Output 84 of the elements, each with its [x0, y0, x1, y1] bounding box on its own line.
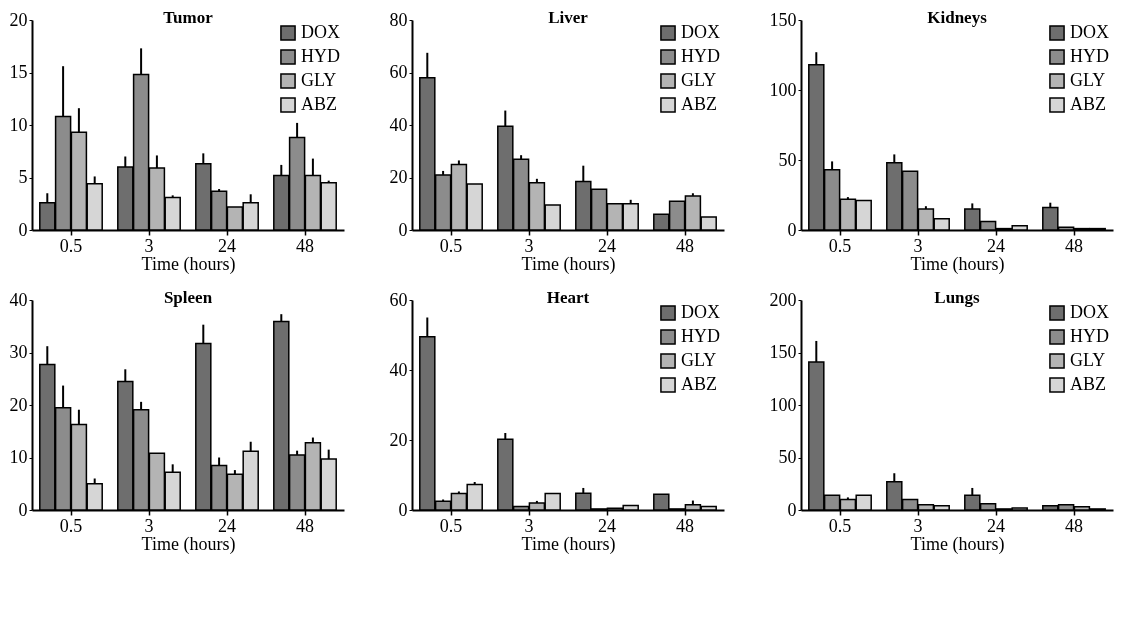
- y-tick-label: 0: [18, 499, 28, 520]
- chart-title: Kidneys: [927, 8, 988, 27]
- legend-label: HYD: [1070, 326, 1109, 346]
- x-axis-title: Time (hours): [521, 253, 616, 275]
- x-tick-label: 24: [598, 515, 616, 536]
- y-tick-label: 10: [9, 114, 28, 135]
- x-axis-title: Time (hours): [521, 533, 616, 555]
- y-tick-label: 50: [778, 149, 797, 170]
- y-tick-label: 150: [769, 342, 797, 362]
- x-tick-label: 24: [987, 235, 1005, 256]
- x-tick-label: 24: [598, 235, 616, 256]
- x-tick-label: 48: [676, 515, 694, 536]
- legend-label: GLY: [1070, 70, 1106, 90]
- y-tick-label: 0: [787, 219, 797, 240]
- legend-label: GLY: [1070, 350, 1106, 370]
- y-tick-label: 30: [9, 342, 28, 362]
- legend-label: ABZ: [681, 94, 717, 114]
- y-tick-label: 20: [9, 394, 28, 415]
- x-tick-label: 24: [218, 515, 236, 536]
- x-tick-label: 0.5: [59, 235, 83, 256]
- y-tick-label: 0: [398, 219, 408, 240]
- x-axis-title: Time (hours): [141, 253, 236, 275]
- legend-label: DOX: [681, 22, 720, 42]
- x-axis-title: Time (hours): [910, 253, 1005, 275]
- legend-label: GLY: [681, 350, 717, 370]
- chart-title: Spleen: [163, 288, 213, 307]
- x-tick-label: 48: [1065, 515, 1083, 536]
- y-tick-label: 5: [18, 167, 28, 187]
- legend-label: ABZ: [681, 374, 717, 394]
- y-tick-label: 100: [769, 79, 797, 100]
- x-tick-label: 3: [524, 235, 534, 256]
- x-tick-label: 48: [296, 515, 314, 536]
- x-tick-label: 3: [913, 235, 923, 256]
- x-tick-label: 24: [218, 235, 236, 256]
- x-tick-label: 0.5: [59, 515, 83, 536]
- x-tick-label: 0.5: [439, 235, 463, 256]
- legend-label: HYD: [681, 326, 720, 346]
- x-tick-label: 24: [987, 515, 1005, 536]
- x-tick-label: 0.5: [828, 235, 852, 256]
- y-tick-label: 0: [398, 499, 408, 520]
- y-tick-label: 50: [778, 447, 797, 467]
- x-tick-label: 3: [524, 515, 534, 536]
- chart-title: Tumor: [163, 8, 214, 27]
- y-tick-label: 0: [787, 499, 797, 520]
- y-tick-label: 40: [389, 359, 408, 380]
- chart-title: Liver: [548, 8, 589, 27]
- x-tick-label: 3: [144, 235, 154, 256]
- legend-label: ABZ: [301, 94, 337, 114]
- legend-label: HYD: [681, 46, 720, 66]
- y-tick-label: 100: [769, 394, 797, 415]
- y-tick-label: 60: [389, 289, 408, 310]
- y-tick-label: 40: [9, 289, 28, 310]
- chart-title: Lungs: [934, 288, 981, 307]
- y-tick-label: 10: [9, 447, 28, 467]
- y-tick-label: 15: [9, 62, 28, 82]
- x-axis-title: Time (hours): [910, 533, 1005, 555]
- y-tick-label: 80: [389, 9, 408, 30]
- legend-label: ABZ: [1070, 94, 1106, 114]
- y-tick-label: 150: [769, 9, 797, 30]
- x-tick-label: 48: [296, 235, 314, 256]
- legend-label: DOX: [301, 22, 340, 42]
- x-tick-label: 3: [913, 515, 923, 536]
- y-tick-label: 60: [389, 62, 408, 82]
- legend-label: HYD: [1070, 46, 1109, 66]
- y-tick-label: 40: [389, 114, 408, 135]
- x-tick-label: 48: [676, 235, 694, 256]
- y-tick-label: 20: [389, 167, 408, 187]
- legend-label: DOX: [681, 302, 720, 322]
- y-tick-label: 200: [769, 289, 797, 310]
- legend-label: HYD: [301, 46, 340, 66]
- x-tick-label: 0.5: [828, 515, 852, 536]
- x-tick-label: 3: [144, 515, 154, 536]
- legend-label: GLY: [301, 70, 337, 90]
- chart-title: Heart: [546, 288, 590, 307]
- legend-label: DOX: [1070, 302, 1109, 322]
- x-tick-label: 48: [1065, 235, 1083, 256]
- y-tick-label: 20: [389, 429, 408, 450]
- legend-label: GLY: [681, 70, 717, 90]
- legend-label: DOX: [1070, 22, 1109, 42]
- x-axis-title: Time (hours): [141, 533, 236, 555]
- legend-label: ABZ: [1070, 374, 1106, 394]
- y-tick-label: 20: [9, 9, 28, 30]
- x-tick-label: 0.5: [439, 515, 463, 536]
- y-tick-label: 0: [18, 219, 28, 240]
